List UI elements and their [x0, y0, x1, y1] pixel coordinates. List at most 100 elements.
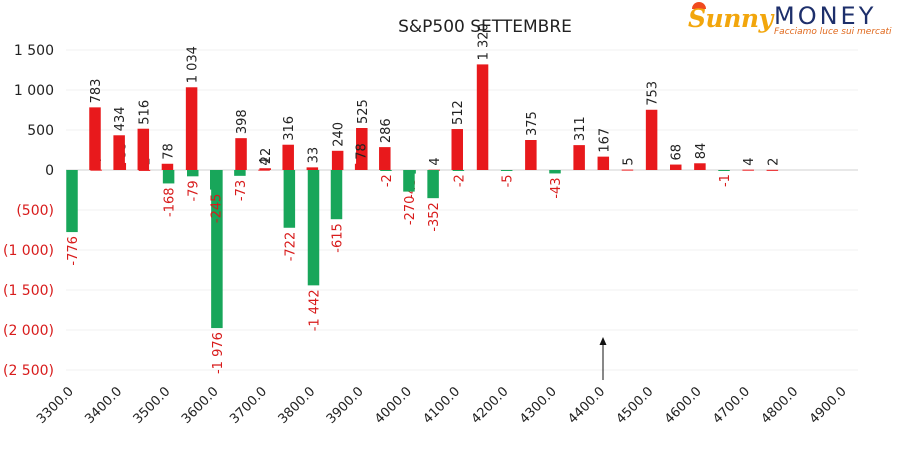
bar [187, 170, 199, 177]
data-label: -73 [234, 180, 249, 201]
bar [573, 145, 585, 170]
bar [766, 169, 779, 171]
y-tick-label: (500) [16, 203, 54, 219]
bar [331, 150, 344, 170]
data-label: 78 [161, 143, 176, 160]
bar [356, 128, 368, 170]
bar [259, 168, 271, 170]
bar [211, 170, 223, 329]
x-tick-label: 4000.0 [372, 384, 415, 427]
x-tick-label: 3500.0 [131, 384, 174, 427]
bar [210, 170, 222, 190]
x-tick-label: 4600.0 [662, 384, 705, 427]
y-tick-label: (1 000) [3, 243, 54, 259]
bar [89, 107, 101, 170]
data-label: 22 [259, 148, 274, 165]
y-tick-label: (2 000) [3, 323, 54, 339]
x-tick-label: 3300.0 [34, 384, 77, 427]
x-tick-label: 3600.0 [179, 384, 222, 427]
data-label: -2 [452, 174, 467, 187]
bar [670, 164, 682, 170]
data-label: 4 [428, 157, 443, 165]
data-label: 286 [379, 118, 394, 143]
bar [476, 64, 489, 170]
x-tick-label: 4100.0 [420, 384, 463, 427]
bar [185, 87, 198, 170]
data-label: 167 [597, 128, 612, 153]
bar [283, 170, 296, 228]
data-label: 5 [621, 157, 636, 165]
data-label: 512 [451, 100, 466, 125]
x-tick-label: 4400.0 [565, 384, 608, 427]
data-label: 375 [525, 111, 540, 136]
data-label: -722 [283, 232, 298, 262]
data-label: 525 [356, 99, 371, 124]
logo-tagline: Facciamo luce sui mercati [774, 27, 892, 37]
bar [597, 156, 610, 170]
bar [452, 170, 465, 171]
bar [306, 167, 319, 170]
bar [451, 129, 463, 170]
data-label: 4 [742, 157, 757, 165]
data-label: 68 [670, 144, 685, 161]
bar [621, 169, 634, 171]
data-label: 753 [646, 81, 661, 106]
data-label: 4 [258, 157, 273, 165]
logo-brand-sunny: Sunny [688, 4, 773, 33]
sunny-money-logo: Sunny MONEY Facciamo luce sui mercati [688, 2, 898, 42]
data-label: 398 [235, 109, 250, 134]
bar [258, 169, 270, 171]
data-label: -270 [403, 196, 418, 226]
data-label: -79 [187, 180, 202, 201]
x-tick-label: 3700.0 [227, 384, 270, 427]
y-tick-label: (2 500) [3, 363, 54, 379]
bar [330, 170, 343, 220]
x-tick-label: 4500.0 [614, 384, 657, 427]
data-label: 84 [694, 143, 709, 160]
y-tick-label: 1 500 [14, 43, 54, 59]
data-label: 316 [282, 116, 297, 141]
bar [162, 170, 175, 184]
data-label: 783 [89, 79, 104, 104]
bar [403, 170, 415, 192]
y-tick-label: 0 [45, 163, 54, 179]
data-label: 516 [137, 100, 152, 125]
data-label: 240 [332, 122, 347, 147]
data-label: -1 442 [308, 289, 323, 331]
bar [718, 170, 730, 171]
bar [282, 144, 294, 170]
logo-brand-money: MONEY [774, 2, 877, 30]
bar [307, 170, 320, 286]
bar [379, 147, 391, 170]
x-tick-label: 4700.0 [710, 384, 753, 427]
bar [549, 170, 561, 174]
x-tick-label: 3800.0 [276, 384, 319, 427]
chart-title: S&P500 SETTEMBRE [398, 17, 572, 37]
data-label: -43 [549, 177, 564, 198]
x-tick-label: 3400.0 [82, 384, 125, 427]
bar [90, 169, 102, 171]
x-tick-label: 4200.0 [469, 384, 512, 427]
data-label: -1 976 [211, 332, 226, 374]
data-label: -776 [66, 236, 81, 266]
bar [66, 170, 78, 233]
x-tick-label: 4800.0 [759, 384, 802, 427]
data-label: -168 [163, 187, 178, 217]
data-label: -5 [501, 174, 516, 187]
bar [234, 170, 246, 176]
bar [113, 135, 125, 170]
sun-icon [692, 2, 706, 9]
data-label: 78 [355, 143, 370, 160]
data-label: 2 [766, 158, 781, 166]
bar [645, 109, 658, 170]
data-label: 1 034 [186, 46, 201, 83]
data-label: 434 [113, 106, 128, 131]
bar [427, 170, 439, 199]
y-tick-label: (1 500) [3, 283, 54, 299]
data-label: 33 [306, 147, 321, 164]
y-tick-label: 500 [27, 123, 54, 139]
y-tick-label: 1 000 [14, 83, 54, 99]
bar [354, 163, 367, 170]
x-tick-label: 3900.0 [324, 384, 367, 427]
